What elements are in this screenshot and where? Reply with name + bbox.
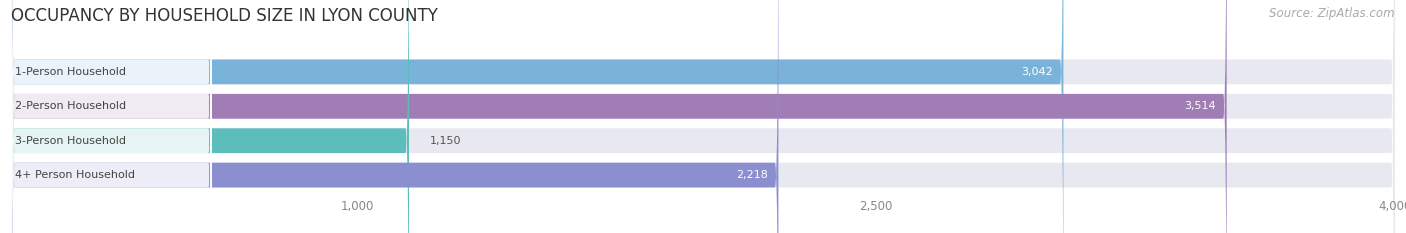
FancyBboxPatch shape bbox=[11, 0, 779, 233]
Text: 3-Person Household: 3-Person Household bbox=[14, 136, 125, 146]
Text: 2,218: 2,218 bbox=[737, 170, 768, 180]
Text: 1-Person Household: 1-Person Household bbox=[14, 67, 125, 77]
FancyBboxPatch shape bbox=[11, 0, 409, 233]
Text: 1,150: 1,150 bbox=[430, 136, 461, 146]
FancyBboxPatch shape bbox=[11, 0, 212, 233]
FancyBboxPatch shape bbox=[11, 0, 212, 233]
FancyBboxPatch shape bbox=[11, 0, 1226, 233]
FancyBboxPatch shape bbox=[11, 0, 1395, 233]
FancyBboxPatch shape bbox=[11, 0, 1395, 233]
FancyBboxPatch shape bbox=[11, 0, 212, 233]
Text: Source: ZipAtlas.com: Source: ZipAtlas.com bbox=[1270, 7, 1395, 20]
FancyBboxPatch shape bbox=[11, 0, 1395, 233]
FancyBboxPatch shape bbox=[11, 0, 212, 233]
FancyBboxPatch shape bbox=[11, 0, 1395, 233]
Text: OCCUPANCY BY HOUSEHOLD SIZE IN LYON COUNTY: OCCUPANCY BY HOUSEHOLD SIZE IN LYON COUN… bbox=[11, 7, 439, 25]
FancyBboxPatch shape bbox=[11, 0, 1063, 233]
Text: 4+ Person Household: 4+ Person Household bbox=[14, 170, 135, 180]
Text: 3,042: 3,042 bbox=[1021, 67, 1053, 77]
Text: 3,514: 3,514 bbox=[1185, 101, 1216, 111]
Text: 2-Person Household: 2-Person Household bbox=[14, 101, 125, 111]
